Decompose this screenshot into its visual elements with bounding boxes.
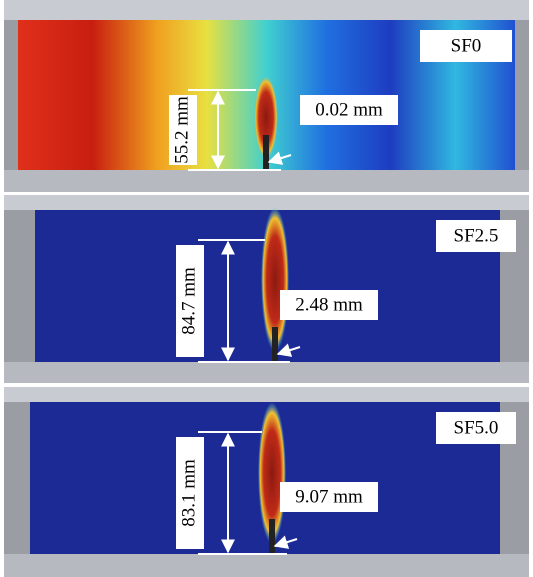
grip-bottom	[4, 554, 529, 577]
specimen-label: SF5.0	[454, 417, 499, 438]
grip-top	[4, 195, 529, 210]
grip-bottom	[4, 362, 529, 383]
crack-length: 83.1 mm	[178, 459, 199, 527]
crack-length: 55.2 mm	[171, 96, 192, 164]
grip-top	[4, 0, 529, 20]
crack-opening: 9.07 mm	[295, 486, 363, 507]
specimen-label: SF0	[451, 35, 482, 56]
panel: 83.1 mm 9.07 mm SF5.0	[4, 387, 529, 577]
panel: 55.2 mm 0.02 mm SF0	[4, 0, 529, 192]
grip-bottom	[4, 170, 529, 192]
crack-length: 84.7 mm	[178, 267, 199, 335]
figure: 55.2 mm 0.02 mm SF0 84.7 mm 2.48 mm SF2.5 83.1…	[0, 0, 533, 577]
specimen-label: SF2.5	[454, 225, 499, 246]
crack-opening: 2.48 mm	[295, 294, 363, 315]
notch	[269, 519, 275, 554]
notch	[263, 135, 269, 170]
crack-opening: 0.02 mm	[315, 99, 383, 120]
panel: 84.7 mm 2.48 mm SF2.5	[4, 195, 529, 383]
grip-top	[4, 387, 529, 402]
notch	[272, 327, 278, 362]
